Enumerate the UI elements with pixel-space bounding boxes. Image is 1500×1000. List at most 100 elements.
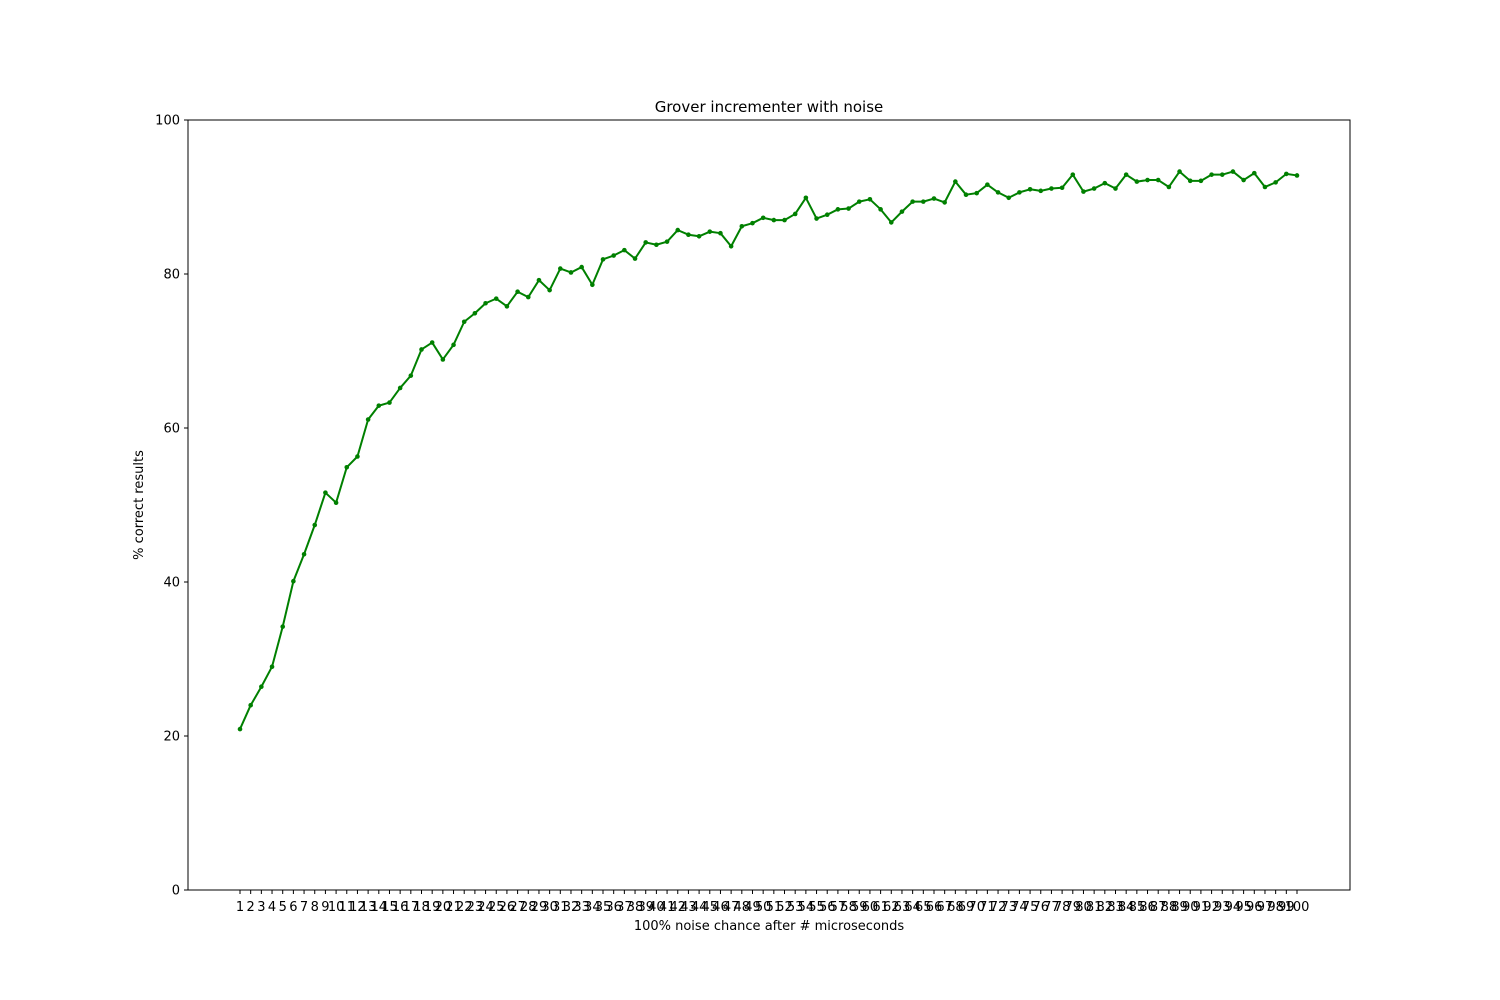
data-point [429,340,435,345]
x-tick-label: 56 [819,900,836,915]
x-tick-label: 32 [563,900,580,915]
x-tick-label: 80 [1075,900,1092,915]
data-point [1262,184,1268,190]
data-point [547,287,552,293]
x-tick-label: 46 [712,900,729,915]
x-tick-label: 93 [1214,900,1231,915]
data-point [451,342,456,348]
data-point [1113,186,1118,191]
data-point [397,385,403,391]
x-tick-label: 25 [488,900,505,915]
data-point [515,289,520,295]
data-point [824,212,830,218]
data-point [280,624,286,629]
x-tick-label: 13 [360,900,377,915]
x-tick-label: 18 [413,900,430,915]
data-point [1230,169,1236,174]
data-point [1251,170,1257,176]
x-tick-label: 66 [926,900,943,915]
x-tick-label: 55 [808,900,825,915]
data-point [1219,172,1225,177]
data-point [1123,172,1129,177]
x-tick-label: 94 [1225,900,1242,915]
data-point [269,664,275,669]
data-point [899,209,905,214]
data-point [953,179,958,184]
data-point [782,217,787,223]
data-point [664,239,670,244]
x-tick-label: 23 [467,900,484,915]
x-axis-label: 100% noise chance after # microseconds [634,919,905,934]
x-tick-label: 69 [958,900,975,915]
data-point [408,373,414,378]
x-tick-label: 61 [872,900,889,915]
data-point [483,300,488,306]
x-tick-label: 50 [755,900,772,915]
x-tick-label: 90 [1182,900,1199,915]
data-point [312,522,318,528]
data-point [728,243,734,249]
y-tick-label: 60 [163,422,180,437]
data-point [1070,172,1076,177]
data-point [291,578,296,584]
x-tick-label: 100 [1285,900,1310,915]
x-tick-label: 60 [862,900,879,915]
data-point [568,270,574,275]
data-point [985,182,990,187]
data-point [525,294,531,300]
x-tick-label: 19 [424,900,441,915]
x-tick-label: 31 [552,900,569,915]
x-tick-label: 26 [499,900,516,915]
data-point [654,242,659,248]
x-tick-label: 79 [1065,900,1082,915]
data-point [1187,178,1193,184]
x-tick-label: 45 [702,900,719,915]
x-tick-label: 47 [723,900,740,915]
x-tick-label: 40 [648,900,665,915]
series-layer [237,169,1300,732]
data-point [376,403,382,408]
x-tick-label: 78 [1054,900,1071,915]
data-point [739,223,745,229]
data-point [888,220,894,225]
data-point [1059,185,1065,191]
x-tick-label: 5 [279,900,287,915]
data-point [718,230,723,236]
data-point [365,417,371,422]
x-tick-label: 52 [776,900,793,915]
data-point [1091,186,1097,191]
data-point [558,266,563,271]
data-point [771,217,777,223]
y-tick-label: 100 [155,114,180,129]
x-tick-label: 95 [1235,900,1252,915]
x-tick-label: 48 [734,900,751,915]
x-tick-label: 15 [381,900,398,915]
x-tick-label: 38 [627,900,644,915]
x-tick-label: 3 [257,900,265,915]
x-tick-label: 99 [1278,900,1295,915]
y-axis-label: % correct results [132,450,147,560]
x-tick-label: 12 [349,900,366,915]
x-tick-label: 29 [531,900,548,915]
data-point [1145,177,1150,183]
data-point [611,253,616,258]
data-point [1006,195,1012,201]
x-tick-label: 64 [904,900,921,915]
x-tick-label: 30 [541,900,558,915]
data-point [856,199,862,204]
data-point [696,233,702,239]
data-point [910,199,915,204]
data-point [237,726,243,732]
data-point [921,199,926,204]
series-line [239,170,1298,730]
data-point [835,207,841,212]
x-tick-label: 67 [936,900,953,915]
x-tick-label: 86 [1139,900,1156,915]
data-point [1081,189,1086,194]
data-point [1198,178,1204,184]
data-point [867,197,873,202]
data-point [942,200,947,205]
x-tick-label: 71 [979,900,996,915]
data-point [814,216,819,221]
data-point [1038,188,1044,194]
